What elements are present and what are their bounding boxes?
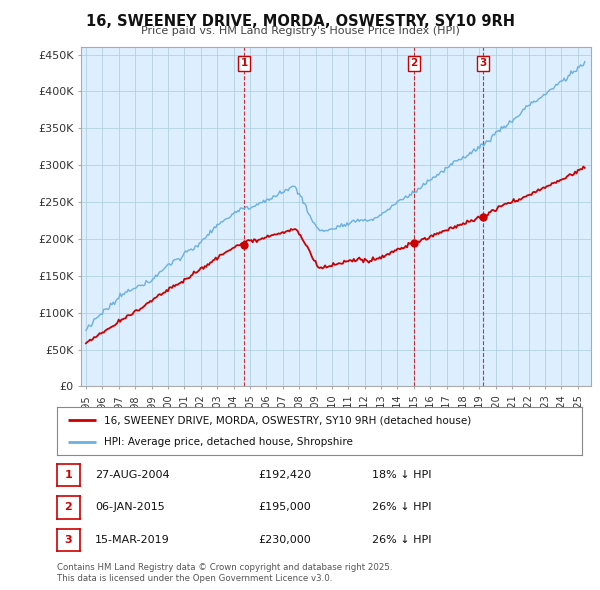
Text: £230,000: £230,000 <box>258 535 311 545</box>
Text: £195,000: £195,000 <box>258 503 311 512</box>
Text: £192,420: £192,420 <box>258 470 311 480</box>
Text: This data is licensed under the Open Government Licence v3.0.: This data is licensed under the Open Gov… <box>57 574 332 583</box>
Text: HPI: Average price, detached house, Shropshire: HPI: Average price, detached house, Shro… <box>104 437 353 447</box>
Text: 16, SWEENEY DRIVE, MORDA, OSWESTRY, SY10 9RH: 16, SWEENEY DRIVE, MORDA, OSWESTRY, SY10… <box>86 14 515 28</box>
Text: 16, SWEENEY DRIVE, MORDA, OSWESTRY, SY10 9RH (detached house): 16, SWEENEY DRIVE, MORDA, OSWESTRY, SY10… <box>104 415 472 425</box>
Text: 3: 3 <box>479 58 487 68</box>
Text: 3: 3 <box>65 535 72 545</box>
Text: Contains HM Land Registry data © Crown copyright and database right 2025.: Contains HM Land Registry data © Crown c… <box>57 563 392 572</box>
Text: 1: 1 <box>65 470 72 480</box>
Text: 26% ↓ HPI: 26% ↓ HPI <box>372 535 431 545</box>
Text: 15-MAR-2019: 15-MAR-2019 <box>95 535 170 545</box>
Text: 2: 2 <box>65 503 72 512</box>
Text: Price paid vs. HM Land Registry's House Price Index (HPI): Price paid vs. HM Land Registry's House … <box>140 26 460 36</box>
Text: 26% ↓ HPI: 26% ↓ HPI <box>372 503 431 512</box>
Text: 2: 2 <box>410 58 418 68</box>
Text: 18% ↓ HPI: 18% ↓ HPI <box>372 470 431 480</box>
Text: 06-JAN-2015: 06-JAN-2015 <box>95 503 164 512</box>
Text: 27-AUG-2004: 27-AUG-2004 <box>95 470 169 480</box>
Text: 1: 1 <box>241 58 248 68</box>
